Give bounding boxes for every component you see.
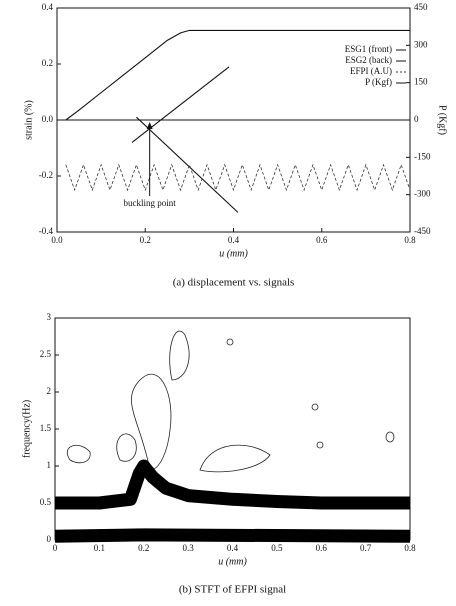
series-line (131, 66, 230, 143)
legend-label: ESG2 (back) (345, 55, 392, 65)
y-tick-label: 2.5 (40, 349, 52, 359)
y-tick-label: 2 (47, 386, 52, 396)
contour-band (54, 528, 411, 543)
y2-tick-label: -300 (414, 189, 431, 199)
x-axis-label: u (mm) (219, 248, 248, 259)
x-tick-label: 0.5 (271, 543, 283, 553)
x-tick-label: 0 (53, 543, 58, 553)
y-tick-label: 0 (47, 534, 52, 544)
y-tick-label: 1 (47, 460, 52, 470)
contour-decoration (67, 330, 395, 473)
chart-caption: (a) displacement vs. signals (173, 277, 295, 289)
y-tick-label: 3 (47, 312, 52, 322)
y-tick-label: 0.5 (40, 497, 52, 507)
legend-label: ESG1 (front) (345, 44, 392, 54)
series-line (136, 116, 239, 213)
y-tick-label: -0.2 (39, 170, 53, 180)
y2-tick-label: 150 (414, 77, 428, 87)
y2-tick-label: -450 (414, 226, 431, 236)
x-tick-label: 0.6 (316, 543, 328, 553)
y-tick-label: 0.4 (42, 2, 54, 12)
series-line (65, 29, 410, 121)
y2-axis-label: P (Kgf) (437, 105, 448, 135)
y-axis-label: frequency(Hz) (21, 400, 32, 458)
y-tick-label: 0.0 (42, 114, 54, 124)
annotation: buckling point (124, 198, 177, 208)
x-tick-label: 0.8 (404, 235, 416, 245)
x-tick-label: 0.8 (404, 543, 416, 553)
x-tick-label: 0.6 (316, 235, 328, 245)
x-tick-label: 0.0 (51, 235, 63, 245)
x-tick-label: 0.4 (228, 235, 240, 245)
y2-tick-label: 300 (414, 39, 428, 49)
y2-tick-label: 450 (414, 2, 428, 12)
x-tick-label: 0.3 (183, 543, 195, 553)
x-tick-label: 0.2 (140, 235, 151, 245)
x-tick-label: 0.7 (360, 543, 372, 553)
chart-caption: (b) STFT of EFPI signal (179, 584, 286, 596)
x-tick-label: 0.4 (227, 543, 239, 553)
legend-label: EFPI (A.U) (350, 66, 392, 76)
x-axis-label: u (mm) (218, 556, 247, 567)
legend-label: P (Kgf) (365, 77, 392, 87)
y-axis-label: strain (%) (23, 100, 34, 140)
contour-band (55, 459, 410, 510)
y2-tick-label: 0 (414, 114, 419, 124)
series-line (65, 163, 411, 192)
y-tick-label: 1.5 (40, 423, 52, 433)
y-tick-label: -0.4 (39, 226, 54, 236)
x-tick-label: 0.2 (138, 543, 149, 553)
y2-tick-label: -150 (414, 151, 431, 161)
annotation-arrowhead (146, 122, 153, 129)
x-tick-label: 0.1 (94, 543, 105, 553)
y-tick-label: 0.2 (42, 58, 53, 68)
